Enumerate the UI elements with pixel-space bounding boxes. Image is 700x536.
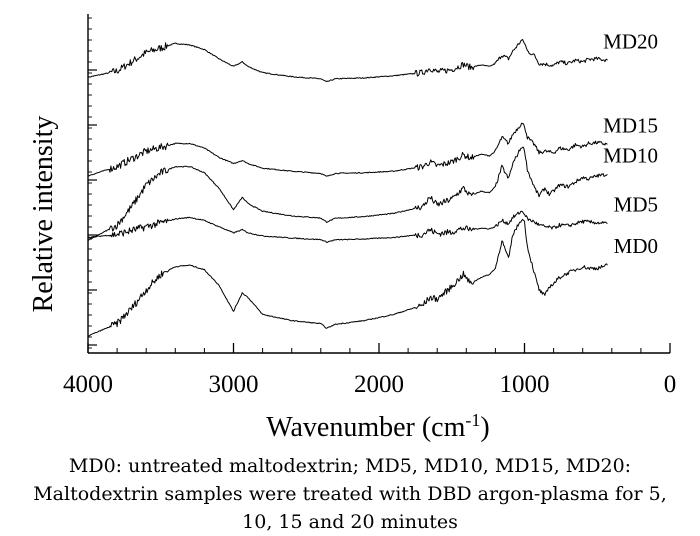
x-tick-label: 0	[664, 371, 677, 398]
series-line-md10	[87, 146, 608, 241]
series-label-md10: MD10	[603, 143, 658, 167]
series-label-md5: MD5	[614, 193, 658, 217]
ftir-spectra-chart: 4000 3000 2000 1000 0 MD20 MD15 MD10 MD5 MD0 Wav…	[28, 14, 676, 443]
series-label-md15: MD15	[603, 113, 658, 137]
caption-line-3: 10, 15 and 20 minutes	[242, 511, 458, 533]
plot-frame	[87, 14, 670, 354]
series-line-md20	[87, 39, 608, 83]
x-axis-ticks	[87, 343, 671, 353]
x-tick-label: 1000	[500, 371, 550, 398]
series-labels: MD20 MD15 MD10 MD5 MD0	[603, 29, 658, 258]
series-line-md5	[87, 210, 608, 243]
x-axis-title-main: Wavenumber (cm	[266, 412, 465, 443]
series-label-md20: MD20	[603, 29, 658, 53]
caption-line-1: MD0: untreated maltodextrin; MD5, MD10, …	[68, 455, 632, 477]
y-axis-title: Relative intensity	[28, 116, 59, 313]
y-axis-ticks	[88, 17, 97, 349]
x-tick-label: 2000	[354, 371, 404, 398]
x-axis-title-superscript: -1	[465, 410, 480, 430]
series-label-md0: MD0	[614, 234, 658, 258]
series-lines	[87, 39, 608, 337]
caption-line-2: Maltodextrin samples were treated with D…	[33, 483, 667, 505]
x-axis-title-suffix: )	[480, 412, 489, 443]
x-axis-title: Wavenumber (cm-1)	[266, 410, 489, 443]
series-line-md0	[87, 218, 608, 337]
figure-caption: MD0: untreated maltodextrin; MD5, MD10, …	[0, 452, 700, 536]
x-axis-tick-labels: 4000 3000 2000 1000 0	[63, 371, 676, 398]
x-tick-label: 4000	[63, 371, 113, 398]
x-tick-label: 3000	[209, 371, 259, 398]
series-line-md15	[87, 122, 608, 177]
